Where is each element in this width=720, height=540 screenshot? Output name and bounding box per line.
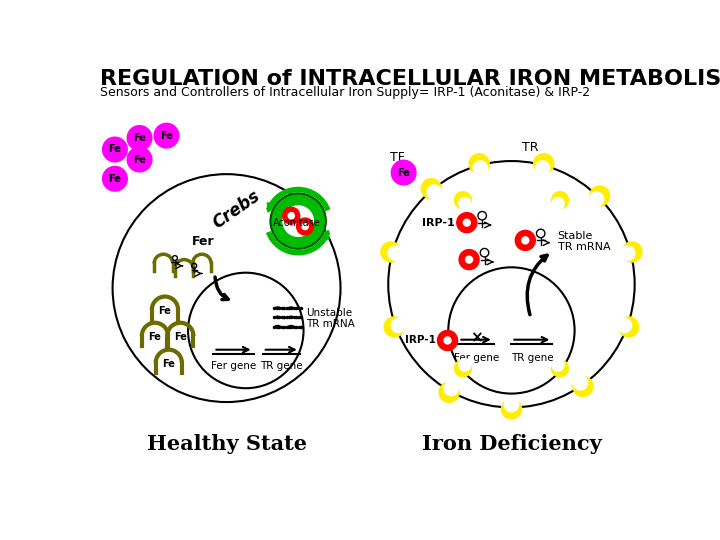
Circle shape [459,249,479,269]
Circle shape [271,193,326,249]
Text: Fe: Fe [163,359,175,369]
Text: TR mRNA: TR mRNA [306,319,355,329]
Text: Unstable: Unstable [306,308,352,318]
Circle shape [617,318,631,333]
Text: Fer: Fer [192,235,215,248]
Circle shape [127,126,152,150]
Circle shape [552,198,564,210]
Circle shape [381,242,401,262]
Text: Healthy State: Healthy State [147,434,307,454]
Text: REGULATION of INTRACELLULAR IRON METABOLISM: REGULATION of INTRACELLULAR IRON METABOL… [99,69,720,89]
Circle shape [618,317,639,337]
Text: TR gene: TR gene [260,361,302,372]
Circle shape [504,397,518,411]
Text: TR mRNA: TR mRNA [558,241,611,252]
Circle shape [536,161,550,176]
Text: Fe: Fe [109,145,122,154]
Circle shape [384,317,404,337]
Text: TF: TF [390,151,405,164]
Circle shape [473,161,487,176]
Circle shape [466,256,472,263]
Text: Fe: Fe [133,154,146,165]
Text: TR gene: TR gene [511,353,554,363]
Circle shape [459,198,471,210]
Circle shape [464,219,470,226]
Circle shape [439,382,459,402]
Text: TR: TR [523,141,539,154]
Circle shape [589,192,603,206]
Circle shape [283,207,300,224]
Circle shape [391,318,405,333]
Circle shape [573,376,593,396]
Circle shape [459,359,471,371]
Circle shape [102,166,127,191]
Circle shape [302,224,308,230]
Circle shape [522,237,528,244]
Circle shape [127,147,152,172]
Circle shape [454,192,472,208]
Circle shape [622,242,642,262]
Circle shape [392,160,416,185]
Text: Fe: Fe [397,167,410,178]
Text: Fe: Fe [133,133,146,143]
Circle shape [444,337,451,344]
Text: IRP-1: IRP-1 [422,218,454,228]
Circle shape [590,186,610,206]
Circle shape [621,246,635,260]
Circle shape [154,123,179,148]
Text: Fe: Fe [148,332,161,342]
Text: Crebs: Crebs [210,187,264,232]
Text: ×: × [470,330,483,346]
Circle shape [534,154,554,174]
Text: IRP-1: IRP-1 [405,335,436,346]
Circle shape [454,360,472,377]
Circle shape [456,213,477,233]
Text: Fe: Fe [160,131,173,140]
Circle shape [288,213,294,219]
Circle shape [444,381,459,396]
Circle shape [283,206,313,237]
Text: Fer gene: Fer gene [454,353,500,363]
Circle shape [573,375,588,390]
Circle shape [427,185,441,199]
Circle shape [297,218,314,235]
Circle shape [469,154,489,174]
Text: Fe: Fe [158,306,171,316]
Circle shape [438,330,457,350]
Circle shape [102,137,127,162]
Text: Iron Deficiency: Iron Deficiency [422,434,601,454]
Text: Fe: Fe [109,174,122,184]
Text: Fe: Fe [174,332,186,342]
Circle shape [516,231,535,251]
Circle shape [501,399,521,419]
Text: Aconitase: Aconitase [273,218,320,228]
Text: Stable: Stable [558,231,593,241]
Circle shape [388,246,402,260]
Circle shape [552,359,564,371]
Circle shape [552,192,568,208]
Circle shape [421,179,441,199]
Text: Sensors and Controllers of Intracellular Iron Supply= IRP-1 (Aconitase) & IRP-2: Sensors and Controllers of Intracellular… [99,86,590,99]
Text: Fer gene: Fer gene [211,361,256,372]
Circle shape [552,360,568,377]
